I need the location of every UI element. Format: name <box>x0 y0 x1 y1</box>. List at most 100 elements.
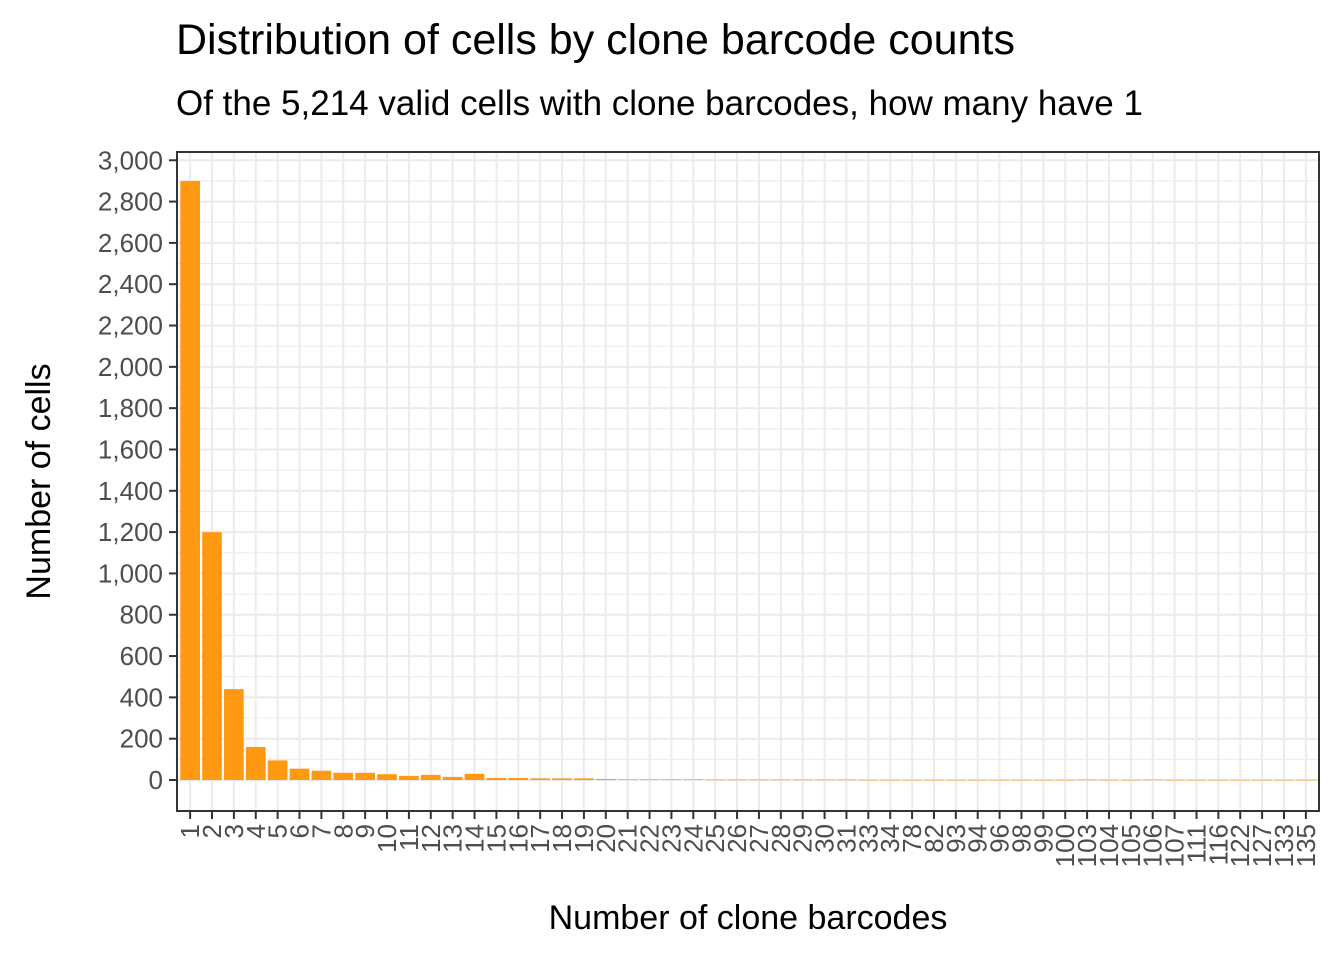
bar-12 <box>420 774 441 781</box>
bar-5 <box>267 760 288 781</box>
x-tick-label: 21 <box>613 824 643 853</box>
x-tick-label: 98 <box>1006 824 1036 853</box>
x-tick-label: 31 <box>831 824 861 853</box>
bar-6 <box>289 768 310 781</box>
bar-31 <box>836 779 857 781</box>
bar-18 <box>552 778 572 781</box>
y-tick-label: 1,000 <box>98 558 163 588</box>
bar-98 <box>1011 779 1032 781</box>
x-tick-label: 107 <box>1160 824 1190 867</box>
x-tick-label: 26 <box>722 824 752 853</box>
bar-103 <box>1077 779 1097 781</box>
x-tick-label: 106 <box>1138 824 1168 867</box>
x-tick-label: 11 <box>394 824 424 851</box>
y-tick-label: 2,000 <box>98 352 163 382</box>
bar-29 <box>792 779 813 781</box>
bar-100 <box>1055 779 1076 781</box>
x-tick-label: 25 <box>700 824 730 853</box>
bar-8 <box>333 772 354 781</box>
bar-3 <box>224 689 244 781</box>
bar-127 <box>1252 779 1272 781</box>
x-tick-label: 3 <box>219 824 249 838</box>
x-tick-label: 122 <box>1225 824 1255 867</box>
y-tick-label: 1,200 <box>98 517 163 547</box>
x-tick-label: 18 <box>547 824 577 853</box>
y-tick-label: 400 <box>120 682 163 712</box>
bar-96 <box>989 779 1010 781</box>
x-axis-title: Number of clone barcodes <box>549 899 948 937</box>
bar-135 <box>1296 779 1316 781</box>
x-tick-label: 96 <box>985 824 1015 853</box>
bar-15 <box>486 777 507 781</box>
x-tick-label: 12 <box>416 824 446 853</box>
x-tick-label: 29 <box>788 824 818 853</box>
chart-subtitle: Of the 5,214 valid cells with clone barc… <box>176 84 1143 123</box>
bar-14 <box>464 773 485 781</box>
bar-30 <box>814 779 835 781</box>
x-tick-label: 7 <box>306 824 336 838</box>
bar-105 <box>1121 779 1141 781</box>
bar-27 <box>749 779 769 781</box>
x-tick-label: 94 <box>963 824 993 853</box>
x-tick-label: 105 <box>1116 824 1146 867</box>
bar-23 <box>661 779 682 781</box>
bar-16 <box>508 777 529 781</box>
x-tick-label: 14 <box>460 824 490 853</box>
bar-9 <box>355 772 375 781</box>
x-tick-label: 23 <box>656 824 686 853</box>
bar-10 <box>377 774 397 781</box>
bar-78 <box>902 779 922 781</box>
x-tick-label: 22 <box>635 824 665 853</box>
bar-28 <box>770 779 791 781</box>
bar-11 <box>399 775 419 781</box>
x-tick-label: 5 <box>263 824 293 838</box>
x-tick-label: 33 <box>853 824 883 853</box>
y-tick-label: 2,400 <box>98 269 163 299</box>
bar-1 <box>180 180 200 781</box>
bar-24 <box>683 779 704 781</box>
x-tick-label: 30 <box>810 824 840 853</box>
panel-background <box>177 152 1319 811</box>
y-tick-label: 3,000 <box>98 145 163 175</box>
bar-4 <box>245 746 266 781</box>
bar-26 <box>727 779 747 781</box>
x-tick-label: 16 <box>503 824 533 853</box>
y-axis: 0 200 400 600 800 1,000 1,200 1,400 1,600 1,800 2,… <box>98 145 177 795</box>
x-tick-label: 8 <box>328 824 358 838</box>
bar-13 <box>442 776 463 781</box>
x-tick-label: 100 <box>1050 824 1080 867</box>
bar-19 <box>574 778 594 781</box>
panel-border <box>176 151 1320 812</box>
x-tick-label: 116 <box>1203 824 1233 865</box>
y-tick-label: 800 <box>120 600 163 630</box>
bar-104 <box>1099 779 1119 781</box>
x-tick-label: 2 <box>197 824 227 838</box>
x-tick-label: 135 <box>1291 824 1321 867</box>
grid-lines <box>177 152 1319 811</box>
bar-116 <box>1208 779 1229 781</box>
bar-94 <box>967 779 988 781</box>
y-tick-label: 2,200 <box>98 311 163 341</box>
bar-34 <box>880 779 901 781</box>
y-tick-label: 2,600 <box>98 228 163 258</box>
x-tick-label: 27 <box>744 824 774 853</box>
x-tick-label: 82 <box>919 824 949 853</box>
y-tick-label: 1,400 <box>98 476 163 506</box>
x-tick-label: 133 <box>1269 824 1299 867</box>
bar-2 <box>202 532 222 781</box>
x-tick-label: 17 <box>525 824 555 853</box>
y-tick-label: 1,600 <box>98 434 163 464</box>
x-tick-label: 9 <box>350 824 380 838</box>
chart-title: Distribution of cells by clone barcode c… <box>176 16 1015 64</box>
x-tick-label: 99 <box>1028 824 1058 853</box>
y-tick-label: 0 <box>149 765 163 795</box>
x-tick-label: 10 <box>372 824 402 853</box>
y-axis-title: Number of cells <box>20 363 58 599</box>
x-tick-label: 24 <box>678 824 708 853</box>
y-tick-label: 200 <box>120 724 163 754</box>
bar-20 <box>595 778 616 781</box>
x-tick-label: 1 <box>175 824 205 838</box>
x-tick-label: 15 <box>481 824 511 853</box>
bar-106 <box>1142 779 1163 781</box>
